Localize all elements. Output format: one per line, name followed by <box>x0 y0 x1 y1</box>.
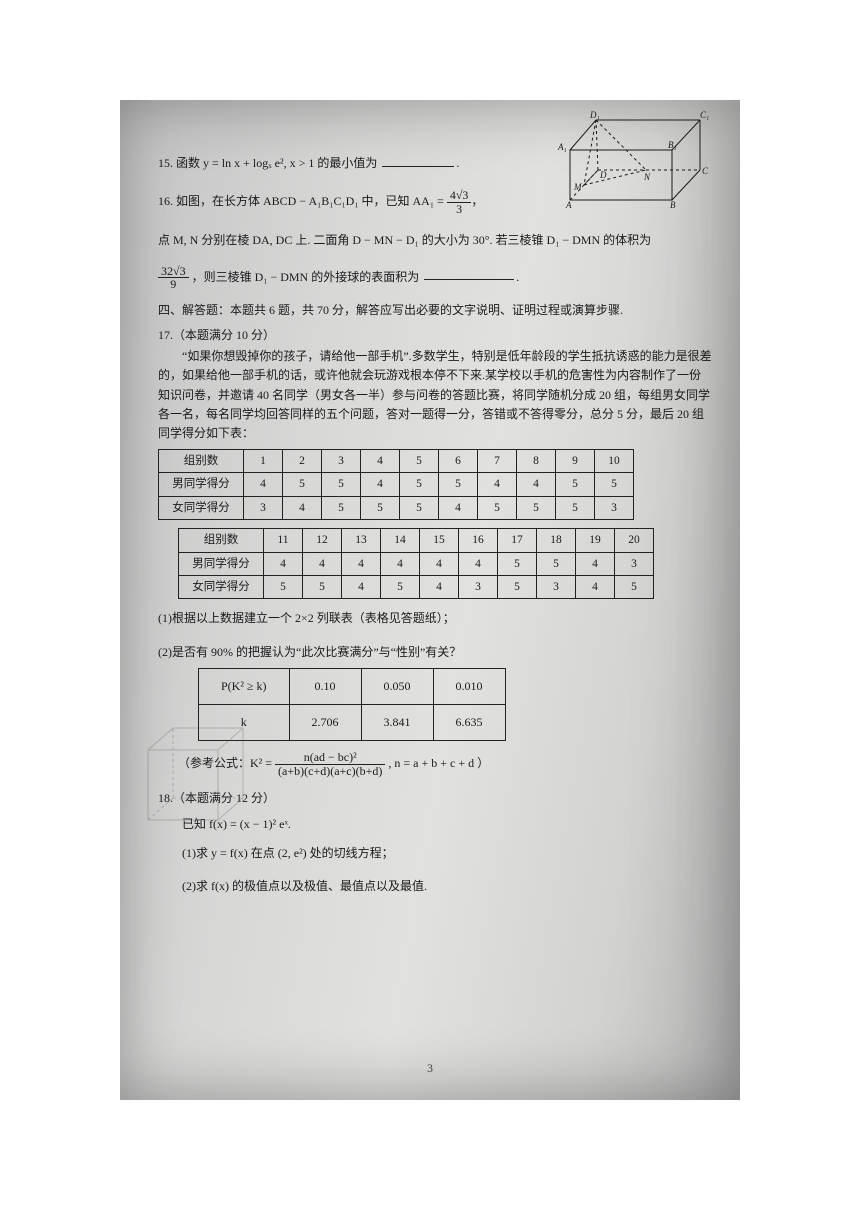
q17-head: 17.（本题满分 10 分） <box>158 326 712 345</box>
label-A1: A₁ <box>557 142 567 152</box>
q15-blank <box>382 155 454 167</box>
q18-sub1: (1)求 y = f(x) 在点 (2, e²) 处的切线方程； <box>158 844 712 863</box>
table-row: 女同学得分 3 4 5 5 5 4 5 5 5 3 <box>159 496 634 519</box>
q16-blank <box>424 269 514 281</box>
q17-formula-frac: n(ad − bc)² (a+b)(c+d)(a+c)(b+d) <box>275 751 385 777</box>
bleedthrough-cube <box>138 720 248 830</box>
table-row: 男同学得分 4 4 4 4 4 4 5 5 4 3 <box>179 552 654 575</box>
section-4-heading: 四、解答题：本题共 6 题，共 70 分，解答应写出必要的文字说明、证明过程或演… <box>158 301 712 320</box>
q16-figure: A B C D A₁ B₁ C₁ D₁ M N <box>550 108 710 208</box>
table-row: 男同学得分 4 5 5 4 5 5 4 4 5 5 <box>159 473 634 496</box>
label-M: M <box>573 182 582 192</box>
q16-line1-after: ， <box>471 194 483 208</box>
q15-period: . <box>456 156 459 170</box>
q16-line3-after: ，则三棱锥 D₁ − DMN 的外接球的表面积为 <box>192 269 420 283</box>
label-A: A <box>565 200 572 208</box>
q17-table1: 组别数 1 2 3 4 5 6 7 8 9 10 男同学得分 4 <box>158 449 634 520</box>
question-15: 15. 函数 y = ln x + logₓ e², x > 1 的最小值为 . <box>158 154 538 173</box>
q16-frac2: 32√3 9 <box>158 265 189 291</box>
page-number: 3 <box>120 1059 740 1078</box>
label-C: C <box>702 166 709 176</box>
box3d-svg: A B C D A₁ B₁ C₁ D₁ M N <box>550 108 710 208</box>
table-row: P(K² ≥ k) 0.10 0.050 0.010 <box>199 668 506 704</box>
q17-table2: 组别数 11 12 13 14 15 16 17 18 19 20 男同学得分 <box>178 528 654 599</box>
table-row: 女同学得分 5 5 4 5 4 3 5 3 4 5 <box>179 576 654 599</box>
q18-sub2: (2)求 f(x) 的极值点以及极值、最值点以及最值. <box>158 877 712 896</box>
question-17: 17.（本题满分 10 分） “如果你想毁掉你的孩子，请给他一部手机”.多数学生… <box>158 326 712 777</box>
q17-formula: （参考公式：K² = n(ad − bc)² (a+b)(c+d)(a+c)(b… <box>178 751 712 777</box>
label-C1: C₁ <box>700 110 709 120</box>
table-row: 组别数 1 2 3 4 5 6 7 8 9 10 <box>159 450 634 473</box>
q15-label: 15. <box>158 156 173 170</box>
q16-frac1: 4√3 3 <box>447 189 472 215</box>
q16-line2: 点 M, N 分别在棱 DA, DC 上. 二面角 D − MN − D₁ 的大… <box>158 231 712 250</box>
scanned-page: A B C D A₁ B₁ C₁ D₁ M N 15. 函数 y = ln x … <box>120 100 740 1100</box>
label-N: N <box>643 172 651 182</box>
q17-p1: “如果你想毁掉你的孩子，请给他一部手机”.多数学生，特别是低年龄段的学生抵抗诱惑… <box>158 347 712 443</box>
q17-sub2: (2)是否有 90% 的把握认为“此次比赛满分”与“性别”有关？ <box>158 643 712 662</box>
q16-period2: . <box>516 269 519 283</box>
q16-label: 16. <box>158 194 173 208</box>
t1-head: 组别数 <box>159 450 244 473</box>
label-D: D <box>599 170 607 180</box>
table-row: 组别数 11 12 13 14 15 16 17 18 19 20 <box>179 529 654 552</box>
label-B1: B₁ <box>668 140 677 150</box>
q15-text-before: 函数 y = ln x + logₓ e², x > 1 的最小值为 <box>176 156 377 170</box>
label-B: B <box>670 200 676 208</box>
q17-sub1: (1)根据以上数据建立一个 2×2 列联表（表格见答题纸）； <box>158 609 712 628</box>
q16-line1-before: 如图，在长方体 ABCD − A₁B₁C₁D₁ 中，已知 AA₁ = <box>176 194 444 208</box>
label-D1: D₁ <box>589 110 600 120</box>
page-canvas: A B C D A₁ B₁ C₁ D₁ M N 15. 函数 y = ln x … <box>0 0 860 1216</box>
